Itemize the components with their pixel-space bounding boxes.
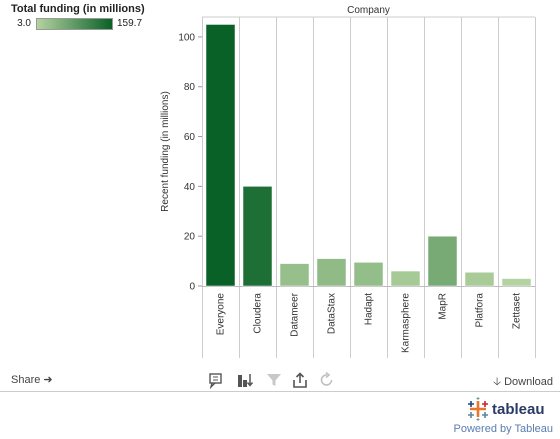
y-tick-label: 60 bbox=[184, 132, 196, 143]
x-tick-label: MapR bbox=[438, 293, 449, 320]
bar-hadapt bbox=[353, 262, 384, 287]
legend-title: Total funding (in millions) bbox=[11, 3, 145, 15]
x-tick-label: Platfora bbox=[475, 293, 486, 328]
x-tick-label: Karmasphere bbox=[401, 293, 412, 353]
bar-karmasphere bbox=[390, 270, 421, 287]
bar-mapr bbox=[427, 235, 458, 287]
y-tick-label: 80 bbox=[184, 82, 196, 93]
filter-icon[interactable] bbox=[265, 371, 283, 389]
footer-divider bbox=[0, 391, 560, 392]
comment-icon[interactable] bbox=[207, 371, 225, 389]
download-button[interactable]: 🡣 Download bbox=[493, 373, 553, 392]
y-axis-label: Recent funding (in millions) bbox=[160, 91, 171, 212]
tableau-cross-icon bbox=[468, 397, 488, 421]
share-label: Share bbox=[11, 374, 41, 386]
download-arrow-icon: 🡣 bbox=[493, 376, 502, 388]
y-tick-label: 40 bbox=[184, 182, 196, 193]
share-button[interactable]: Share ➜ bbox=[11, 373, 53, 386]
powered-by-link[interactable]: Powered by Tableau bbox=[453, 423, 553, 435]
y-tick-label: 20 bbox=[184, 232, 196, 243]
logo-text: tableau bbox=[492, 401, 545, 418]
chart-title: Company bbox=[347, 5, 390, 16]
legend-color-ramp bbox=[36, 18, 113, 30]
bar-platfora bbox=[464, 272, 495, 287]
bar-cloudera bbox=[242, 186, 273, 287]
export-icon[interactable] bbox=[291, 371, 309, 389]
bar-zettaset bbox=[501, 278, 532, 287]
legend-max-label: 159.7 bbox=[117, 18, 143, 29]
y-tick-label: 0 bbox=[189, 282, 195, 293]
x-tick-label: Datameer bbox=[290, 292, 301, 337]
arrow-right-icon: ➜ bbox=[43, 374, 53, 386]
bar-datameer bbox=[279, 263, 310, 287]
x-tick-label: DataStax bbox=[327, 293, 338, 334]
y-tick-label: 100 bbox=[178, 32, 195, 43]
sort-icon[interactable] bbox=[236, 371, 254, 389]
download-label: Download bbox=[504, 376, 553, 388]
legend-min-label: 3.0 bbox=[17, 18, 31, 29]
x-tick-label: Cloudera bbox=[253, 293, 264, 334]
revert-icon[interactable] bbox=[318, 371, 336, 389]
x-tick-label: Everyone bbox=[216, 293, 227, 336]
bar-datastax bbox=[316, 258, 347, 287]
bar-everyone bbox=[205, 24, 236, 287]
bar-chart: Company 0 20 40 60 80 100 Recent funding (in mi… bbox=[160, 5, 536, 358]
toolbar: Share ➜ 🡣 Download bbox=[0, 370, 560, 392]
x-tick-label: Zettaset bbox=[512, 293, 523, 329]
x-tick-label: Hadapt bbox=[364, 293, 375, 325]
tableau-logo[interactable]: tableau bbox=[467, 397, 555, 421]
